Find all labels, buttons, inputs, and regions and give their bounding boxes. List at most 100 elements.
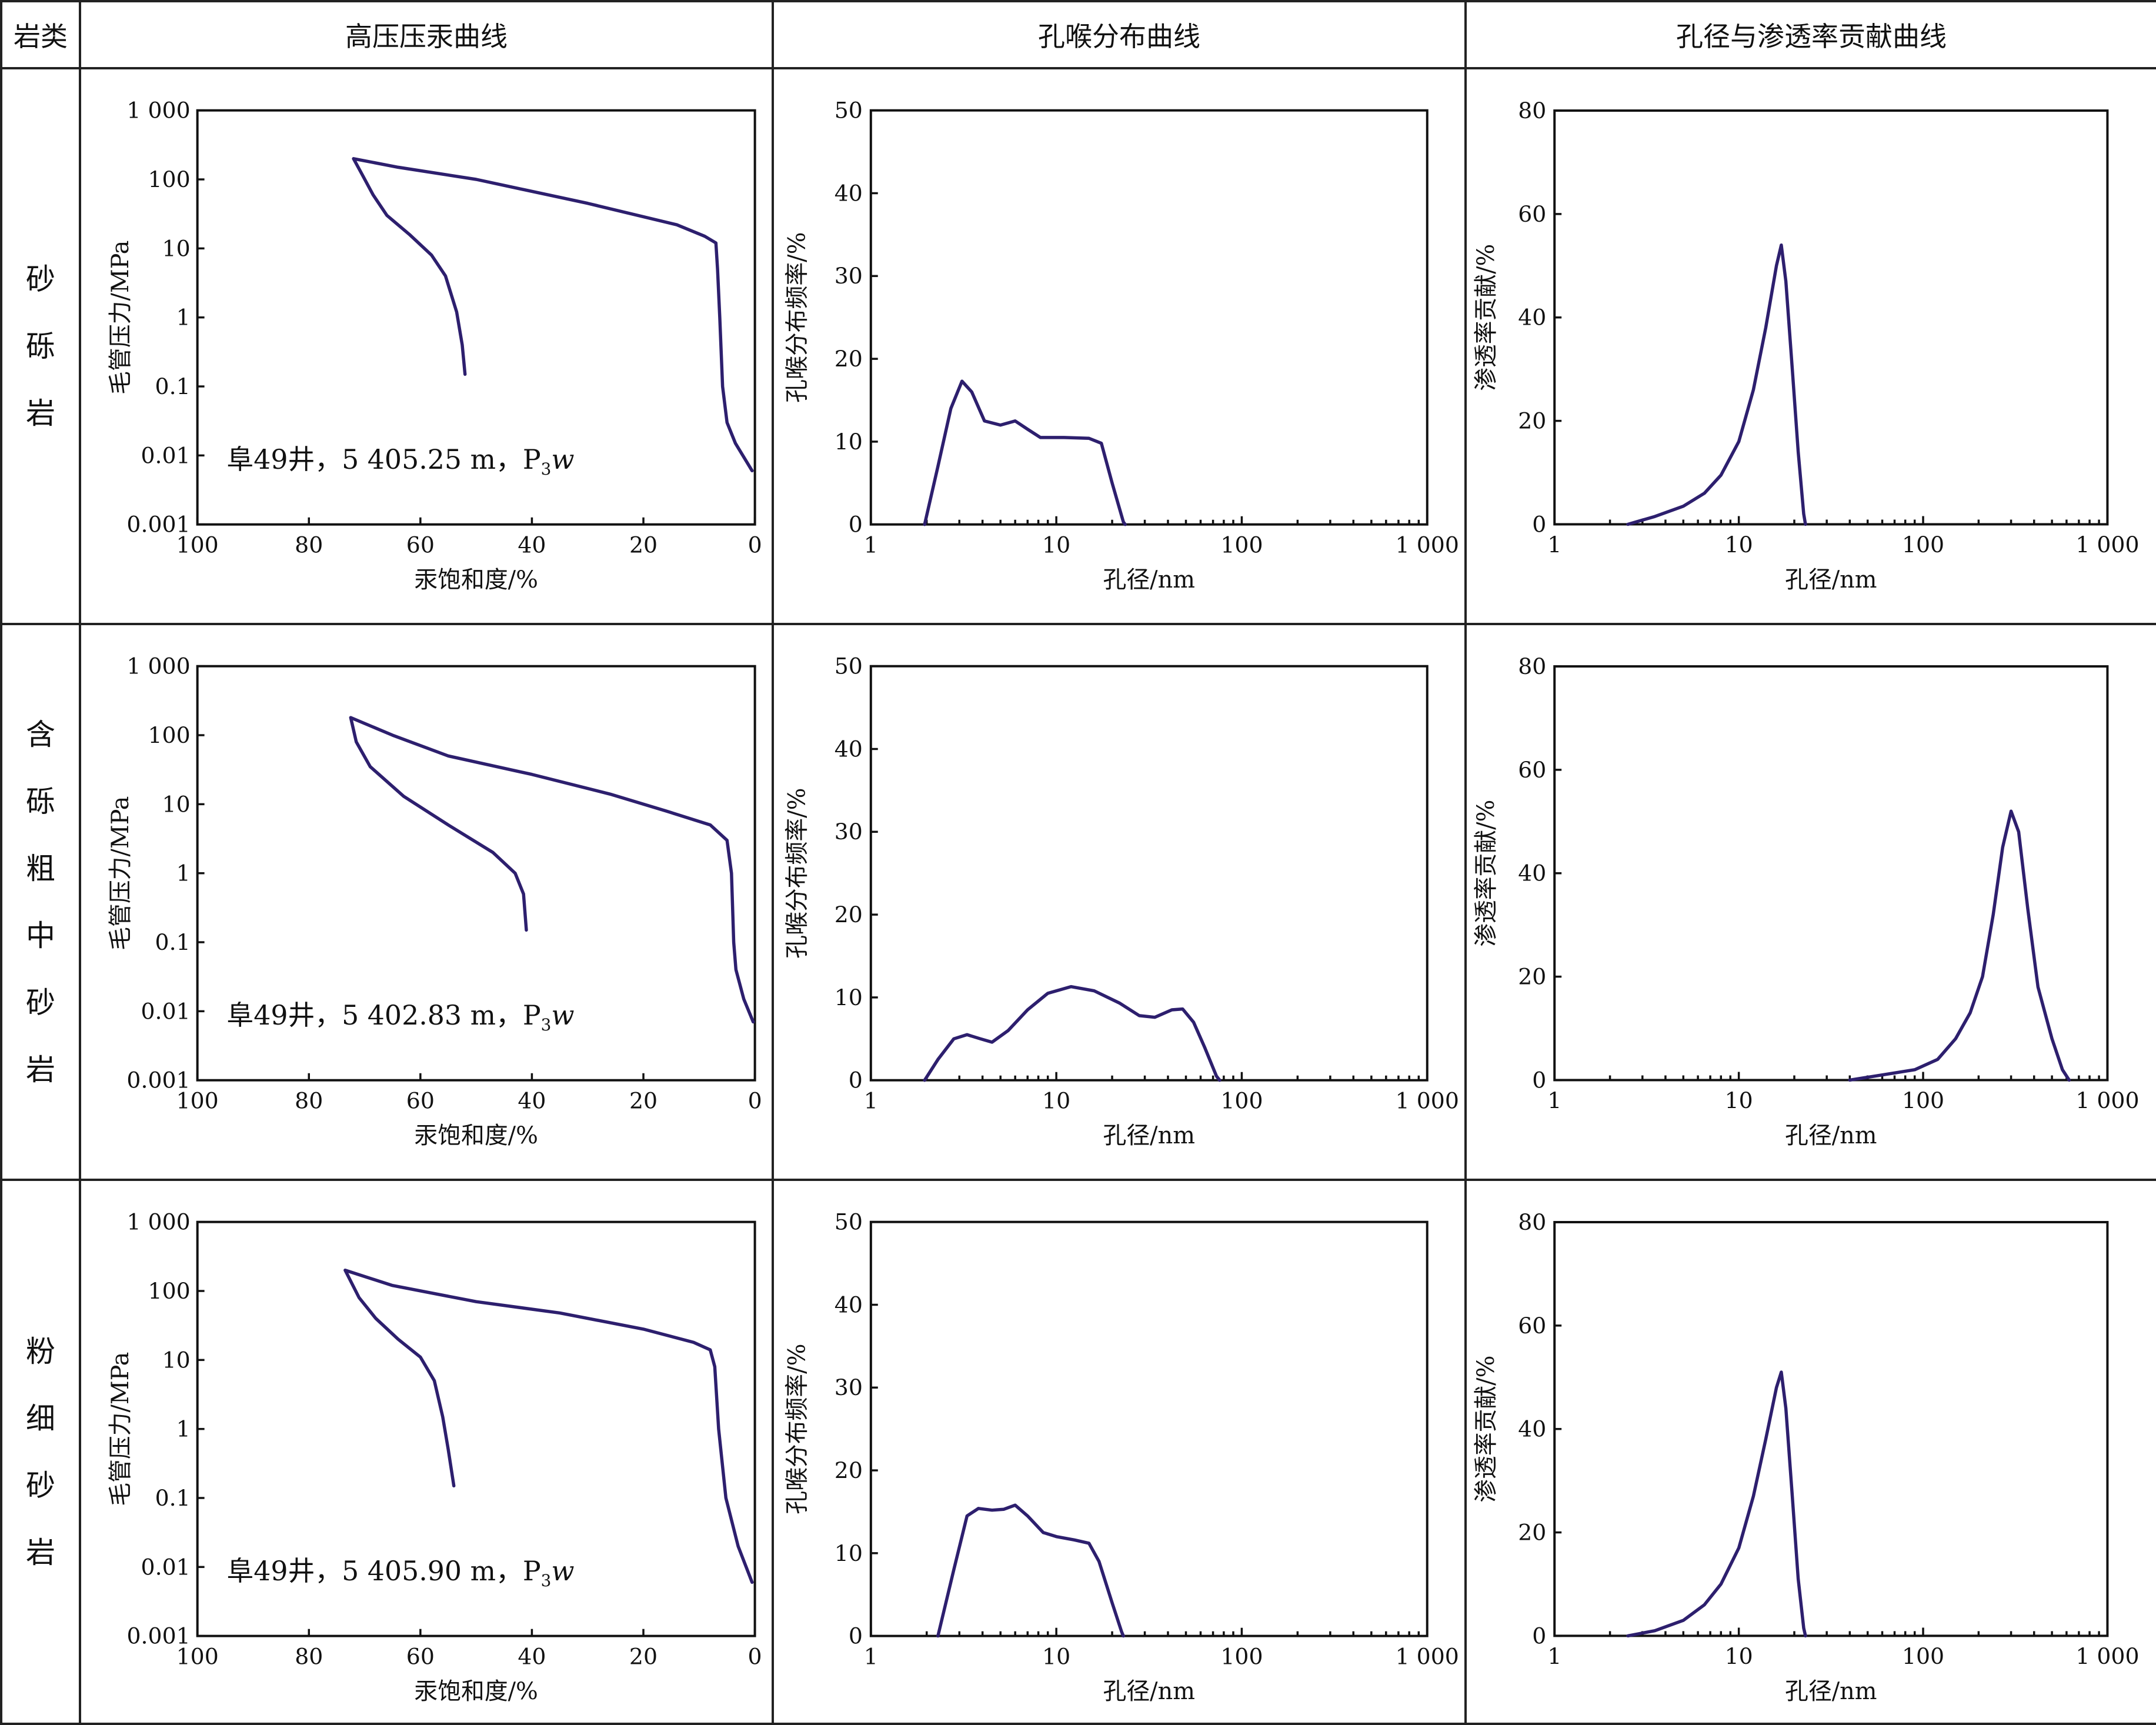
- y-tick-label: 100: [148, 1278, 191, 1304]
- x-tick-label: 80: [295, 1088, 323, 1114]
- x-axis-label: 孔径/nm: [1785, 1678, 1877, 1705]
- series-line: [923, 985, 1221, 1082]
- x-tick-label: 100: [1220, 1643, 1263, 1669]
- row-label-char: 岩: [26, 1052, 55, 1087]
- permeability-chart: 0 20 40 60 80 1 10 100 1 000 孔径/nm 渗透率贡献/%: [1473, 98, 2140, 593]
- x-axis-label: 孔径/nm: [1103, 1678, 1195, 1705]
- y-tick-label: 30: [835, 1374, 863, 1400]
- row-label-char: 砾: [26, 784, 55, 819]
- y-tick-label: 80: [1518, 1209, 1546, 1235]
- chart-cell: 0 10 20 30 40 50 1 10 100 1 000 孔径/nm 孔喉分布频率/%: [772, 623, 1467, 1181]
- y-tick-label: 40: [1518, 860, 1546, 886]
- pore-throat-chart: 0 10 20 30 40 50 1 10 100 1 000 孔径/nm 孔喉分布频率/%: [783, 653, 1459, 1150]
- series-line: [936, 1503, 1125, 1638]
- sample-annotation: 阜49井，5 402.83 m，P3w: [226, 999, 574, 1035]
- chart-cell: 0 10 20 30 40 50 1 10 100 1 000 孔径/nm 孔喉分布频率/%: [772, 1179, 1467, 1725]
- series-line: [343, 1269, 754, 1584]
- x-tick-label: 0: [748, 1088, 762, 1114]
- formation-letter: w: [551, 1555, 574, 1587]
- y-tick-label: 0.1: [155, 1485, 191, 1511]
- sample-location: 阜49井，5 405.25 m，P: [226, 443, 540, 475]
- y-axis-label: 孔喉分布频率/%: [783, 1344, 810, 1514]
- y-tick-label: 1 000: [126, 98, 190, 124]
- x-tick-label: 1: [864, 532, 878, 558]
- y-tick-label: 50: [835, 98, 863, 124]
- y-tick-label: 40: [1518, 1416, 1546, 1442]
- y-tick-label: 0: [1532, 511, 1546, 537]
- y-tick-label: 100: [148, 722, 191, 748]
- row-label-char: 砂: [26, 1468, 55, 1503]
- x-tick-label: 0: [748, 532, 762, 558]
- x-tick-label: 80: [295, 532, 323, 558]
- x-tick-label: 20: [629, 1088, 658, 1114]
- y-axis-label: 孔喉分布频率/%: [783, 788, 810, 959]
- x-tick-label: 1 000: [1396, 532, 1459, 558]
- y-tick-label: 10: [162, 235, 191, 261]
- y-tick-label: 20: [1518, 408, 1546, 434]
- x-tick-label: 10: [1725, 532, 1753, 558]
- x-tick-label: 60: [406, 1088, 435, 1114]
- row-label-char: 含: [26, 717, 55, 752]
- y-tick-label: 0.01: [141, 442, 190, 468]
- plot-frame: [1553, 1221, 2109, 1637]
- y-tick-label: 100: [148, 166, 191, 192]
- row-label-char: 砾: [26, 329, 55, 363]
- x-axis-label: 汞饱和度/%: [414, 1678, 538, 1705]
- y-tick-label: 0: [849, 1623, 863, 1649]
- x-tick-label: 20: [629, 532, 658, 558]
- x-tick-label: 1: [864, 1088, 878, 1114]
- y-tick-label: 20: [835, 346, 863, 372]
- header-permeability-contribution: 孔径与渗透率贡献曲线: [1464, 0, 2156, 69]
- plot-frame: [196, 1220, 756, 1637]
- header-pore-throat-distribution: 孔喉分布曲线: [772, 0, 1467, 69]
- plot-frame: [869, 109, 1429, 526]
- y-tick-label: 40: [1518, 305, 1546, 331]
- x-tick-label: 1 000: [2075, 532, 2139, 558]
- y-tick-label: 0.1: [155, 373, 191, 399]
- y-tick-label: 10: [835, 1540, 863, 1566]
- row-label-pebbly-sandstone: 含 砾 粗 中 砂 岩: [0, 623, 81, 1181]
- sample-location: 阜49井，5 402.83 m，P: [226, 999, 540, 1031]
- y-tick-label: 10: [162, 791, 191, 817]
- chart-cell: 1 000 100 10 1 0.1 0.01 0.001 100 80 60 40 20 0 汞饱和度/…: [79, 623, 774, 1181]
- chart-cell: 0 10 20 30 40 50 1 10 100 1 000 孔径/nm 孔喉分布频率/%: [772, 67, 1467, 625]
- x-tick-label: 100: [176, 1643, 219, 1669]
- formation-letter: w: [551, 999, 574, 1031]
- x-tick-label: 40: [518, 532, 546, 558]
- x-tick-label: 100: [176, 532, 219, 558]
- y-axis-label: 毛管压力/MPa: [107, 241, 134, 395]
- series-line: [1626, 1370, 1807, 1638]
- pore-throat-chart: 0 10 20 30 40 50 1 10 100 1 000 孔径/nm 孔喉分布频率/%: [783, 1209, 1459, 1706]
- x-tick-label: 100: [1902, 1643, 1944, 1669]
- header-mercury-curve: 高压压汞曲线: [79, 0, 774, 69]
- sample-annotation: 阜49井，5 405.25 m，P3w: [226, 443, 574, 479]
- sample-annotation: 阜49井，5 405.90 m，P3w: [226, 1555, 574, 1590]
- y-tick-label: 40: [835, 736, 863, 762]
- x-axis-label: 汞饱和度/%: [414, 1122, 538, 1149]
- y-tick-label: 1 000: [126, 1209, 190, 1235]
- y-tick-label: 0: [1532, 1067, 1546, 1093]
- x-tick-label: 60: [406, 532, 435, 558]
- formation-subscript: 3: [541, 459, 552, 479]
- y-axis-label: 渗透率贡献/%: [1473, 800, 1500, 947]
- row-label-siltstone: 粉 细 砂 岩: [0, 1179, 81, 1725]
- plot-frame: [1553, 109, 2109, 526]
- x-tick-label: 1 000: [1396, 1643, 1459, 1669]
- formation-letter: w: [551, 443, 574, 475]
- chart-cell: 0 20 40 60 80 1 10 100 1 000 孔径/nm 渗透率贡献/%: [1464, 67, 2156, 625]
- x-tick-label: 1 000: [1396, 1088, 1459, 1114]
- y-tick-label: 80: [1518, 653, 1546, 679]
- series-line: [349, 716, 755, 1024]
- y-tick-label: 20: [1518, 1519, 1546, 1545]
- permeability-chart: 0 20 40 60 80 1 10 100 1 000 孔径/nm 渗透率贡献/%: [1473, 1209, 2140, 1705]
- x-tick-label: 1: [1547, 1087, 1561, 1113]
- x-tick-label: 10: [1042, 1088, 1070, 1114]
- y-tick-label: 30: [835, 263, 863, 289]
- series-line: [923, 379, 1127, 526]
- x-tick-label: 100: [1220, 532, 1263, 558]
- x-tick-label: 100: [1902, 1087, 1944, 1113]
- x-axis-label: 汞饱和度/%: [414, 566, 538, 593]
- y-tick-label: 10: [162, 1347, 191, 1373]
- y-tick-label: 1 000: [126, 653, 190, 679]
